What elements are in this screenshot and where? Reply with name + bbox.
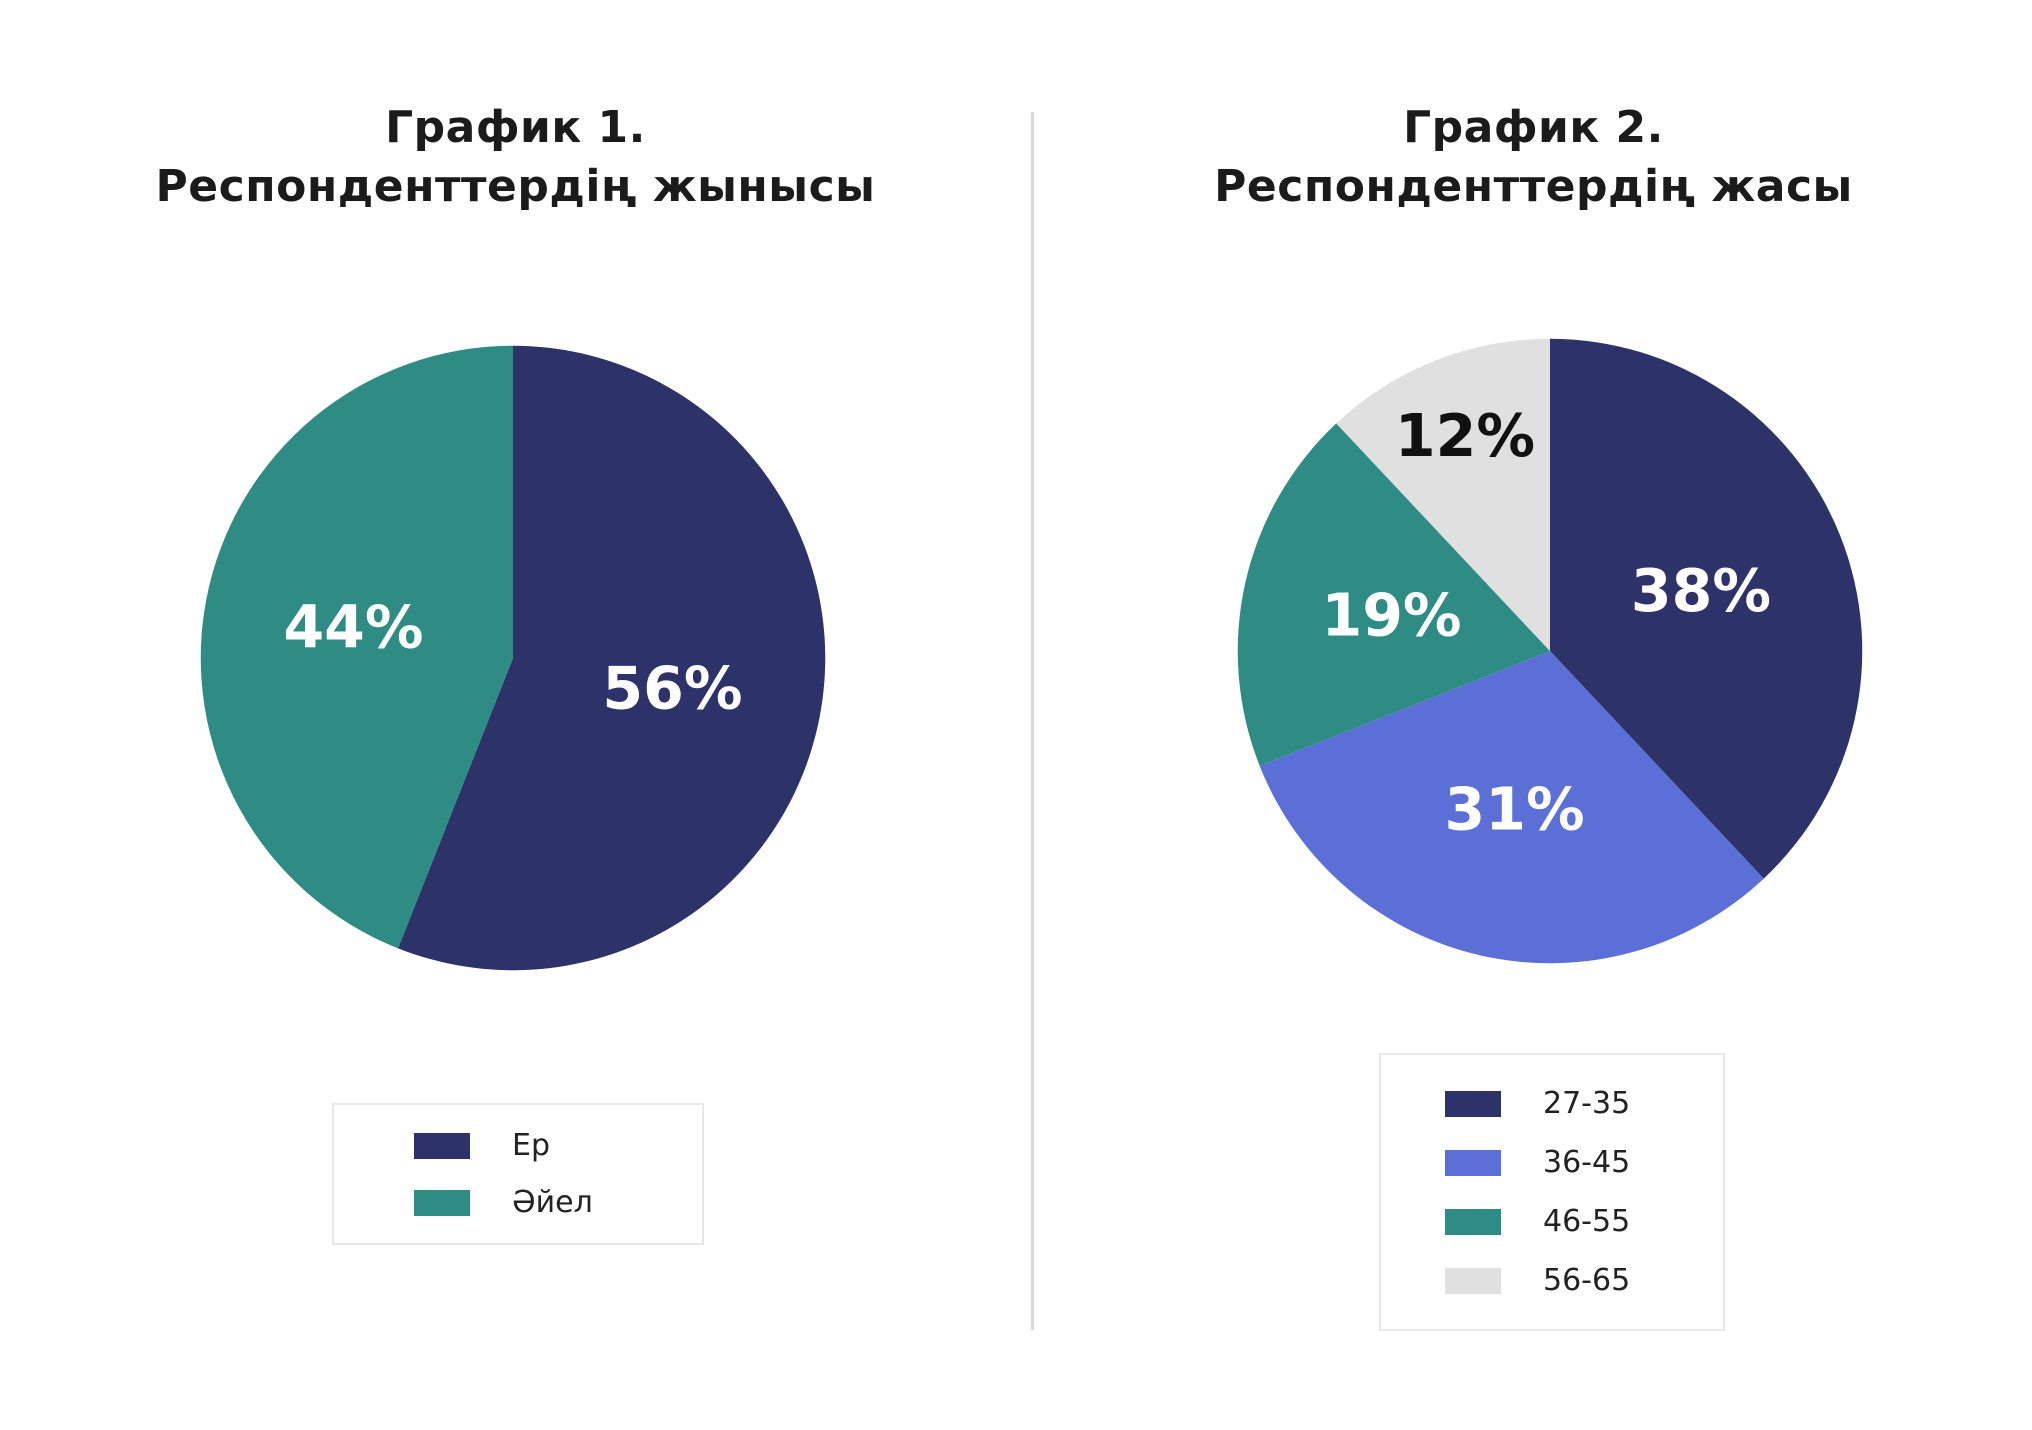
- legend-swatch: [1445, 1090, 1501, 1117]
- legend-item-Әйел: Әйел: [414, 1185, 702, 1220]
- legend-swatch: [414, 1189, 470, 1216]
- legend-item-Ер: Ер: [414, 1128, 702, 1163]
- pie-value-label-Ер: 56%: [602, 654, 742, 722]
- pie-slice-Әйел: [200, 345, 513, 949]
- legend-gender: Ер Әйел: [332, 1103, 704, 1245]
- pie-value-label-36-45: 31%: [1445, 775, 1585, 843]
- legend-label: Ер: [512, 1128, 550, 1163]
- legend-swatch: [1445, 1208, 1501, 1235]
- legend-label: 56-65: [1543, 1263, 1631, 1298]
- chart1-title: График 1. Респонденттердің жынысы: [0, 98, 1031, 217]
- pie-slice-Ер: [398, 345, 826, 971]
- legend-swatch: [414, 1132, 470, 1159]
- legend-item-56-65: 56-65: [1445, 1263, 1723, 1298]
- legend-label: 27-35: [1543, 1086, 1631, 1121]
- pie-chart-gender: 56% 44%: [200, 345, 826, 971]
- pie-slice-36-45: [1259, 651, 1764, 964]
- chart1-title-line1: График 1.: [385, 102, 646, 153]
- legend-item-46-55: 46-55: [1445, 1204, 1723, 1239]
- pie-chart-age: 38% 31% 19% 12%: [1237, 338, 1863, 964]
- chart2-title-line2: Респонденттердің жасы: [1214, 161, 1853, 213]
- vertical-divider: [1031, 112, 1034, 1330]
- pie-value-label-56-65: 12%: [1395, 402, 1535, 470]
- legend-item-27-35: 27-35: [1445, 1086, 1723, 1121]
- pie-slice-27-35: [1550, 338, 1863, 879]
- legend-item-36-45: 36-45: [1445, 1145, 1723, 1180]
- legend-age: 27-35 36-45 46-55 56-65: [1379, 1053, 1725, 1331]
- legend-label: 46-55: [1543, 1204, 1631, 1239]
- legend-swatch: [1445, 1267, 1501, 1294]
- pie-slice-46-55: [1237, 423, 1550, 766]
- pie-slice-56-65: [1336, 338, 1550, 651]
- legend-label: 36-45: [1543, 1145, 1631, 1180]
- chart2-title-line1: График 2.: [1403, 102, 1664, 153]
- pie-value-label-Әйел: 44%: [283, 594, 423, 662]
- pie-value-label-46-55: 19%: [1321, 582, 1461, 650]
- chart2-title: График 2. Респонденттердің жасы: [1035, 98, 2032, 217]
- pie-value-label-27-35: 38%: [1631, 557, 1771, 625]
- chart1-title-line2: Респонденттердің жынысы: [155, 161, 876, 213]
- legend-swatch: [1445, 1149, 1501, 1176]
- legend-label: Әйел: [512, 1185, 593, 1220]
